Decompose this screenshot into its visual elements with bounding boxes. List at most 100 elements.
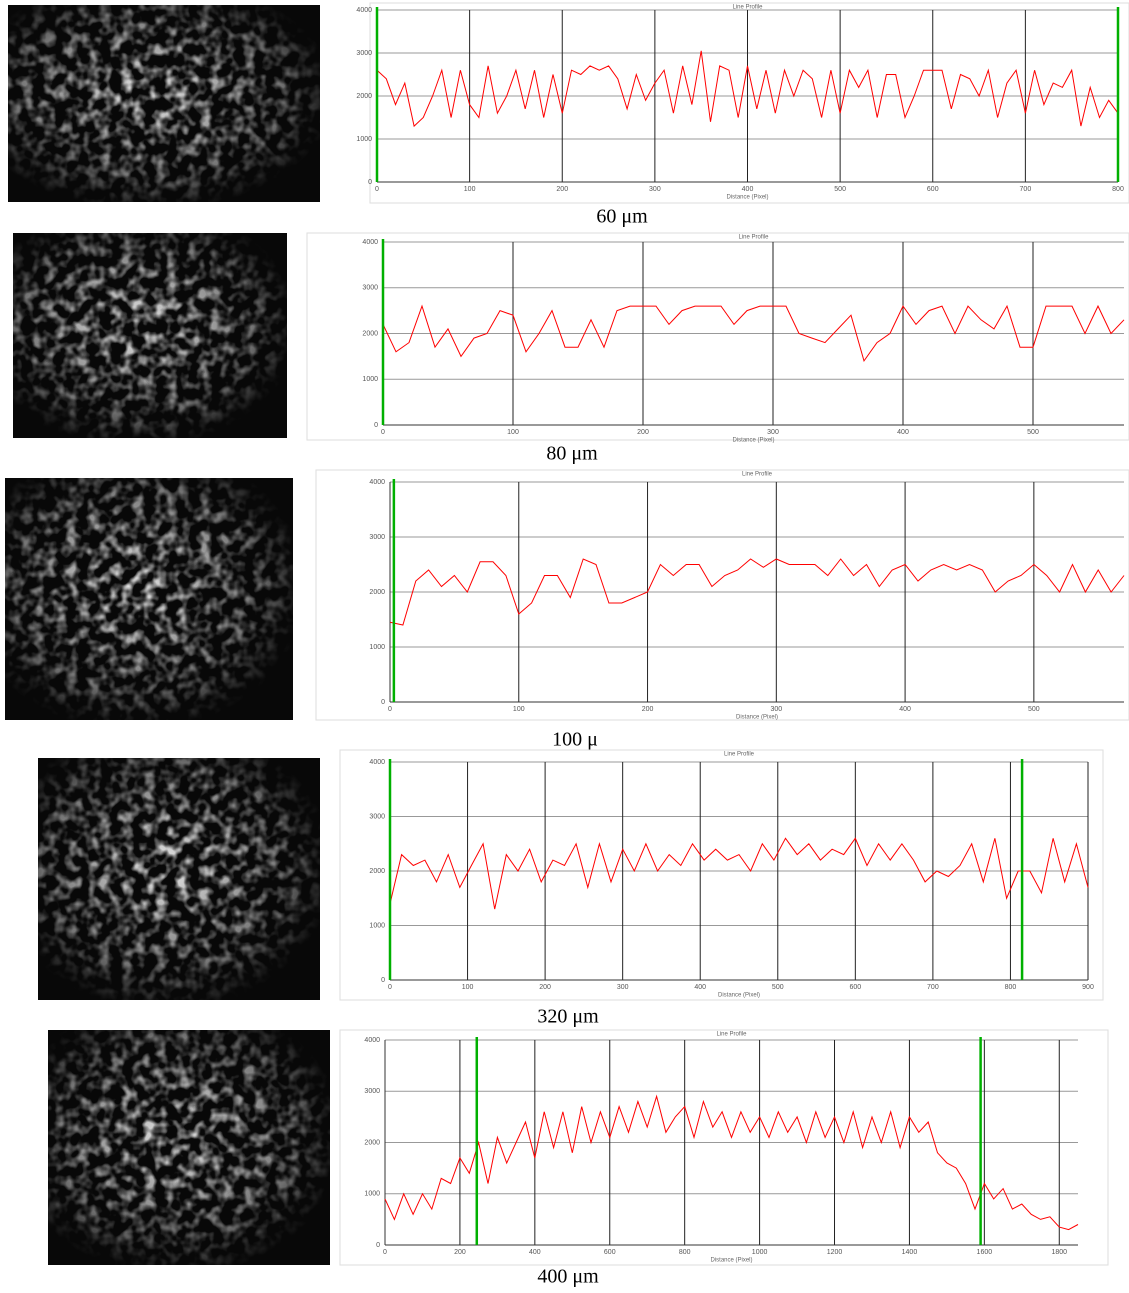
chart-title: Line Profile — [742, 472, 773, 478]
y-tick-label: 4000 — [362, 239, 378, 246]
y-tick-label: 1000 — [364, 1191, 380, 1198]
x-tick-label: 100 — [513, 706, 525, 713]
x-tick-label: 400 — [897, 429, 909, 436]
x-tick-label: 500 — [1028, 706, 1040, 713]
y-tick-label: 4000 — [369, 759, 385, 766]
x-tick-label: 600 — [849, 984, 861, 991]
x-tick-label: 200 — [454, 1249, 466, 1256]
micrograph — [13, 233, 287, 438]
micrograph — [38, 758, 320, 1000]
x-tick-label: 900 — [1082, 984, 1094, 991]
caption: 80 μm — [546, 443, 598, 465]
y-tick-label: 3000 — [369, 534, 385, 541]
x-tick-label: 0 — [375, 186, 379, 193]
x-tick-label: 0 — [388, 706, 392, 713]
y-tick-label: 0 — [381, 977, 385, 984]
micrograph — [48, 1030, 330, 1265]
x-tick-label: 300 — [767, 429, 779, 436]
x-tick-label: 400 — [899, 706, 911, 713]
x-tick-label: 200 — [637, 429, 649, 436]
x-tick-label: 1000 — [752, 1249, 768, 1256]
x-tick-label: 800 — [1112, 186, 1124, 193]
x-axis-label: Distance (Pixel) — [726, 195, 768, 201]
profile-line — [389, 558, 1125, 626]
texture — [13, 233, 287, 438]
x-tick-label: 0 — [388, 984, 392, 991]
profile-line — [389, 837, 1089, 910]
caption: 400 μm — [537, 1266, 599, 1288]
x-tick-label: 700 — [1020, 186, 1032, 193]
x-tick-label: 0 — [381, 429, 385, 436]
y-tick-label: 3000 — [369, 813, 385, 820]
y-tick-label: 3000 — [362, 285, 378, 292]
y-tick-label: 2000 — [364, 1139, 380, 1146]
x-tick-label: 300 — [649, 186, 661, 193]
chart-title: Line Profile — [724, 752, 755, 758]
x-tick-label: 300 — [617, 984, 629, 991]
y-tick-label: 1000 — [356, 136, 372, 143]
micrograph — [8, 5, 320, 202]
chart-frame — [339, 1029, 1109, 1266]
x-tick-label: 400 — [694, 984, 706, 991]
y-tick-label: 0 — [368, 179, 372, 186]
x-axis-label: Distance (Pixel) — [732, 438, 774, 444]
chart-frame — [339, 749, 1104, 1001]
x-tick-label: 200 — [642, 706, 654, 713]
y-tick-label: 0 — [374, 422, 378, 429]
y-tick-label: 1000 — [362, 376, 378, 383]
x-tick-label: 100 — [464, 186, 476, 193]
x-axis-label: Distance (Pixel) — [718, 993, 760, 999]
micrograph — [5, 478, 293, 720]
x-tick-label: 800 — [1005, 984, 1017, 991]
y-tick-label: 4000 — [356, 7, 372, 14]
x-tick-label: 800 — [679, 1249, 691, 1256]
x-tick-label: 400 — [529, 1249, 541, 1256]
chart-frame — [369, 2, 1129, 204]
x-tick-label: 500 — [772, 984, 784, 991]
caption: 100 μ — [552, 729, 598, 751]
x-axis-label: Distance (Pixel) — [710, 1258, 752, 1264]
caption: 320 μm — [537, 1006, 599, 1028]
x-axis-label: Distance (Pixel) — [736, 715, 778, 721]
y-tick-label: 2000 — [356, 93, 372, 100]
x-tick-label: 700 — [927, 984, 939, 991]
x-tick-label: 1200 — [827, 1249, 843, 1256]
y-tick-label: 2000 — [362, 330, 378, 337]
y-tick-label: 1000 — [369, 644, 385, 651]
caption: 60 μm — [596, 206, 648, 228]
chart-title: Line Profile — [716, 1032, 747, 1038]
profile-line — [376, 50, 1119, 128]
x-tick-label: 200 — [539, 984, 551, 991]
texture — [38, 758, 320, 1000]
y-tick-label: 0 — [381, 699, 385, 706]
chart-title: Line Profile — [738, 235, 769, 241]
x-tick-label: 200 — [556, 186, 568, 193]
x-tick-label: 1800 — [1051, 1249, 1067, 1256]
profile-line — [382, 304, 1125, 363]
y-tick-label: 2000 — [369, 589, 385, 596]
x-tick-label: 0 — [383, 1249, 387, 1256]
x-tick-label: 600 — [604, 1249, 616, 1256]
chart-frame — [315, 469, 1129, 721]
y-tick-label: 2000 — [369, 868, 385, 875]
y-tick-label: 0 — [376, 1242, 380, 1249]
y-tick-label: 3000 — [356, 50, 372, 57]
x-tick-label: 100 — [507, 429, 519, 436]
x-tick-label: 300 — [770, 706, 782, 713]
chart-title: Line Profile — [732, 5, 763, 11]
x-tick-label: 600 — [927, 186, 939, 193]
y-tick-label: 1000 — [369, 922, 385, 929]
texture — [48, 1030, 330, 1265]
x-tick-label: 1600 — [977, 1249, 993, 1256]
x-tick-label: 500 — [1027, 429, 1039, 436]
x-tick-label: 500 — [834, 186, 846, 193]
y-tick-label: 4000 — [369, 479, 385, 486]
profile-line — [384, 1094, 1079, 1231]
texture — [5, 478, 293, 720]
x-tick-label: 1400 — [902, 1249, 918, 1256]
x-tick-label: 400 — [742, 186, 754, 193]
texture — [8, 5, 320, 202]
x-tick-label: 100 — [462, 984, 474, 991]
y-tick-label: 4000 — [364, 1037, 380, 1044]
